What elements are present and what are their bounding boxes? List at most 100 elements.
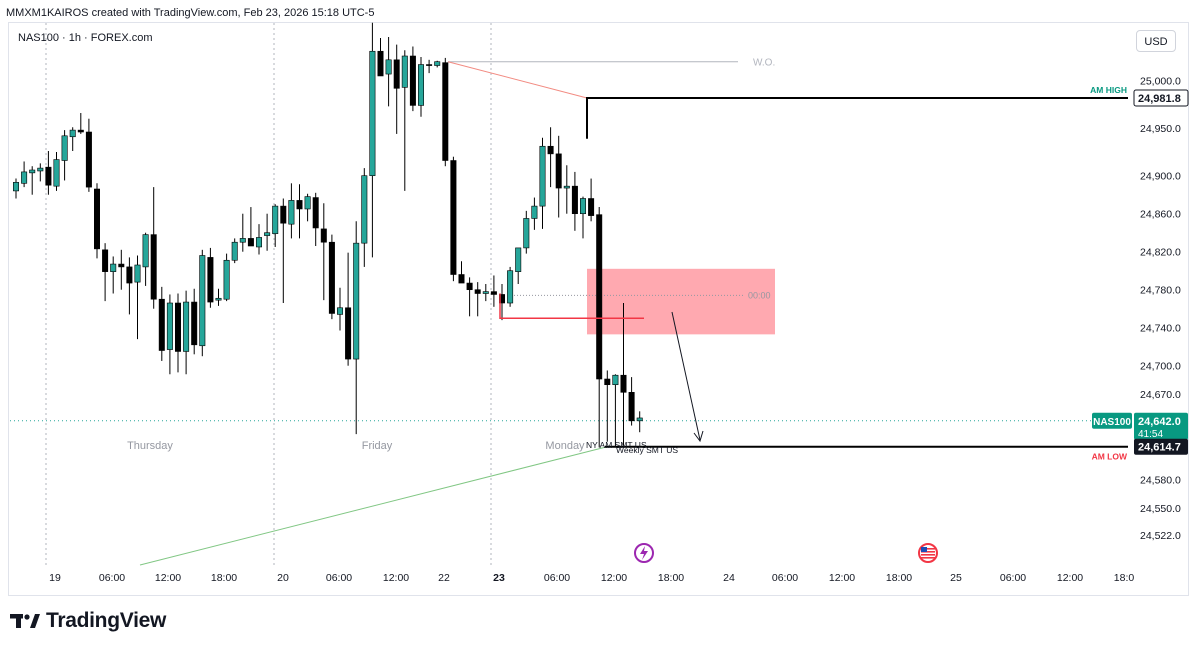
candle-body (628, 392, 635, 422)
us-flag-event-icon[interactable] (918, 543, 938, 563)
candle-body (158, 298, 165, 351)
candle-body (474, 289, 481, 294)
candle (515, 247, 522, 285)
price-tick-label: 24,900.0 (1140, 171, 1181, 183)
am-high-line (586, 97, 1128, 139)
time-tick-label: 20 (277, 572, 289, 584)
time-tick-label: 18:00 (211, 572, 237, 584)
candle (409, 46, 416, 112)
candle (612, 374, 619, 448)
candle (166, 294, 173, 375)
candle (126, 257, 133, 315)
am-high-box (1134, 90, 1188, 106)
time-tick-label: 19 (49, 572, 61, 584)
red-level-line (499, 293, 644, 319)
candle (150, 187, 157, 309)
candle-body (37, 167, 44, 172)
candle-body (215, 297, 222, 301)
candle-body (264, 232, 271, 236)
candle (61, 130, 68, 181)
candle (345, 252, 352, 366)
candle (417, 56, 424, 117)
candle-body (118, 263, 125, 268)
candle-body (102, 249, 109, 272)
price-tick-label: 24,550.0 (1140, 503, 1181, 515)
time-tick-label: 06:00 (326, 572, 352, 584)
candle-body (61, 135, 68, 161)
time-tick-label: 06:00 (772, 572, 798, 584)
candle-body (45, 166, 52, 186)
candle (13, 178, 20, 199)
candle (37, 163, 44, 182)
currency-button[interactable]: USD (1136, 30, 1176, 52)
candle-body (523, 218, 530, 249)
candle-body (369, 50, 376, 177)
candle (175, 293, 182, 373)
candle-body (612, 374, 619, 386)
candle (369, 22, 376, 258)
price-tick-label: 24,700.0 (1140, 361, 1181, 373)
symbol-info[interactable]: NAS100 · 1h · FOREX.com (18, 32, 153, 44)
candle (320, 203, 327, 301)
candle (596, 207, 603, 448)
current-price-value: 24,642.0 (1138, 416, 1181, 428)
candle (450, 156, 457, 282)
ny-am-smt-label: NY AM SMT US (586, 440, 647, 450)
candle (77, 113, 84, 134)
annotation-layer-back: 00:00 W.O. (10, 58, 1128, 566)
candle-body (134, 264, 141, 283)
candle (312, 192, 319, 247)
candle (401, 50, 408, 191)
candle (191, 288, 198, 355)
candle (426, 59, 433, 74)
candle (385, 37, 392, 107)
tradingview-logo[interactable]: TradingView (10, 606, 166, 636)
candle (102, 243, 109, 302)
session-separators (45, 23, 492, 566)
time-tick-label: 23 (493, 572, 505, 584)
price-tick-label: 25,000.0 (1140, 76, 1181, 88)
time-tick-label: 06:00 (544, 572, 570, 584)
am-high-box-border (1133, 89, 1189, 107)
candle (442, 57, 449, 167)
candle-body (393, 59, 400, 89)
candle-body (531, 205, 538, 219)
candle (29, 166, 36, 195)
candle (231, 238, 238, 264)
flag-icon-canton (921, 547, 927, 552)
time-tick-label: 24 (723, 572, 735, 584)
candle-body (199, 255, 206, 347)
candles (13, 22, 643, 448)
projection-arrow (671, 311, 701, 441)
candle-body (166, 302, 173, 350)
price-tick-label: 24,580.0 (1140, 475, 1181, 487)
flag-icon-stripe (921, 548, 935, 550)
candle-body (21, 171, 28, 184)
candle-body (547, 145, 554, 155)
candle (207, 247, 214, 308)
candle (304, 193, 311, 222)
time-tick-label: 12:00 (601, 572, 627, 584)
candle-body (175, 302, 182, 352)
candle-body (207, 257, 214, 303)
candle (272, 204, 279, 247)
lightning-icon-bolt (640, 546, 648, 560)
symbol-tag-box (1092, 412, 1132, 429)
candle-body (69, 129, 76, 138)
candle-body (579, 198, 586, 215)
candle (563, 165, 570, 214)
am-high-label: AM HIGH (1090, 85, 1127, 95)
smt-line-green (139, 446, 608, 566)
candle (336, 287, 343, 331)
candle (118, 249, 125, 290)
weekly-open-label: W.O. (753, 58, 775, 69)
candle (555, 135, 562, 218)
candle-body (442, 62, 449, 161)
lightning-event-icon[interactable] (634, 543, 654, 563)
candle-body (604, 378, 611, 386)
candle-body (142, 234, 149, 268)
flag-icon-stripe (921, 557, 935, 559)
candle-body (85, 131, 92, 188)
candle (482, 284, 489, 302)
